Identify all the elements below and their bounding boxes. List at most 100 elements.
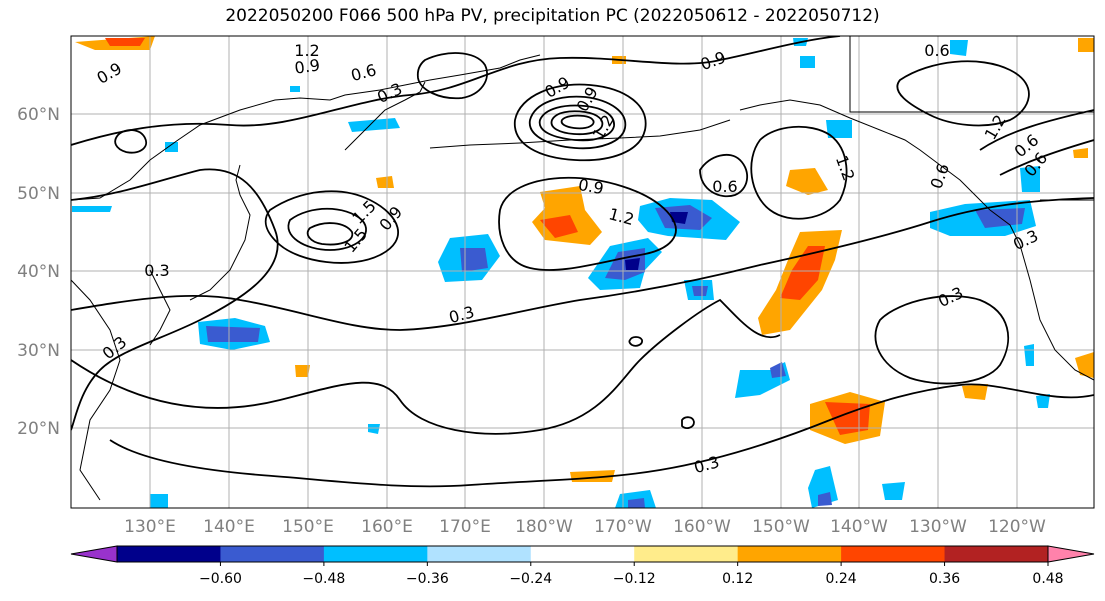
alaska-coastline bbox=[739, 99, 991, 211]
pv-contour-line bbox=[681, 416, 695, 429]
precip-negative-patch bbox=[165, 142, 178, 152]
longitude-label: 130°W bbox=[909, 517, 967, 537]
longitude-label: 120°W bbox=[988, 517, 1046, 537]
contour-label: 0.9 bbox=[577, 175, 605, 198]
precip-negative-patch bbox=[882, 482, 905, 500]
precipitation-shading bbox=[72, 36, 1094, 508]
longitude-labels: 130°E 140°E 150°E 160°E 170°E 180°W 170°W 160°W… bbox=[124, 517, 1046, 537]
colorbar-segment bbox=[427, 546, 532, 562]
colorbar-segment bbox=[117, 546, 221, 562]
pv-contour-line bbox=[979, 109, 1094, 151]
precip-positive-patch bbox=[786, 168, 828, 195]
precip-positive-patch bbox=[962, 384, 988, 400]
asia-coastline bbox=[71, 54, 541, 201]
pv-contour-line bbox=[874, 295, 1009, 385]
longitude-label: 170°E bbox=[439, 517, 491, 537]
precip-negative-patch bbox=[625, 258, 640, 270]
pv-contour-line bbox=[287, 207, 367, 251]
precip-negative-patch bbox=[770, 362, 786, 378]
pv-contour-line bbox=[750, 125, 848, 220]
precip-negative-patch bbox=[460, 248, 488, 272]
precip-negative-patch bbox=[692, 286, 708, 296]
colorbar-tick-label: −0.24 bbox=[509, 571, 552, 587]
colorbar-tick-label: 0.48 bbox=[1032, 571, 1063, 587]
longitude-label: 140°W bbox=[830, 517, 888, 537]
kamchatka-coastline bbox=[344, 81, 426, 151]
precip-positive-patch bbox=[1078, 38, 1094, 52]
precip-negative-patch bbox=[290, 86, 300, 92]
precip-positive-patch bbox=[105, 38, 145, 46]
colorbar-tick-label: 0.36 bbox=[929, 571, 960, 587]
precip-positive-patch bbox=[1075, 352, 1094, 378]
precip-negative-patch bbox=[368, 424, 380, 434]
pv-contours bbox=[71, 36, 1094, 488]
coastlines bbox=[71, 36, 1094, 501]
pv-contour-line bbox=[514, 83, 647, 162]
colorbar bbox=[70, 545, 1095, 566]
latitude-label: 50°N bbox=[17, 184, 60, 204]
longitude-label: 140°E bbox=[203, 517, 255, 537]
map-frame bbox=[70, 35, 1095, 509]
map-panel: 1.20.9 0.60.30.91.20.9 0.60.91.20.61.20.60… bbox=[70, 35, 1095, 509]
longitude-label: 150°W bbox=[752, 517, 810, 537]
canada-border bbox=[849, 36, 1094, 113]
pv-contour-line bbox=[109, 383, 1094, 488]
precip-negative-patch bbox=[818, 492, 832, 506]
colorbar-tick-label: 0.12 bbox=[722, 571, 753, 587]
contour-label: 0.6 bbox=[712, 177, 737, 196]
contour-label: 0.9 bbox=[293, 55, 321, 77]
colorbar-tick-label: −0.36 bbox=[406, 571, 449, 587]
pv-contour-line bbox=[71, 197, 1094, 331]
korea-coastline bbox=[149, 269, 171, 346]
pv-contour-line bbox=[550, 110, 604, 136]
pv-contour-line bbox=[538, 104, 615, 142]
graticule bbox=[71, 36, 1094, 508]
latitude-label: 20°N bbox=[17, 419, 60, 439]
colorbar-segment bbox=[841, 546, 946, 562]
longitude-label: 160°E bbox=[361, 517, 413, 537]
contour-label: 0.3 bbox=[144, 261, 169, 280]
pv-contour-line bbox=[896, 60, 1030, 127]
colorbar-tick-label: −0.12 bbox=[613, 571, 656, 587]
precip-negative-patch bbox=[206, 326, 260, 342]
precip-negative-patch bbox=[950, 40, 968, 56]
colorbar-tick-labels: −0.60 −0.48 −0.36 −0.24 −0.12 0.12 0.24 0.36 0.4… bbox=[199, 571, 1064, 587]
precip-negative-patch bbox=[1036, 394, 1050, 408]
colorbar-segment bbox=[944, 546, 1049, 562]
colorbar-segment bbox=[323, 546, 428, 562]
latitude-label: 30°N bbox=[17, 341, 60, 361]
pv-contour-line bbox=[71, 36, 841, 146]
precip-negative-patch bbox=[800, 56, 815, 68]
precip-positive-patch bbox=[540, 215, 578, 238]
pv-contour-line bbox=[999, 139, 1094, 176]
pv-contour-line bbox=[114, 129, 148, 154]
colorbar-extend-high bbox=[1047, 545, 1095, 563]
pv-contour-line bbox=[264, 190, 399, 264]
north-america-coastline bbox=[989, 209, 1094, 381]
precip-negative-patch bbox=[615, 490, 656, 508]
colorbar-tick-label: 0.24 bbox=[826, 571, 857, 587]
latitude-label: 60°N bbox=[17, 105, 60, 125]
longitude-label: 170°W bbox=[594, 517, 652, 537]
colorbar-segment bbox=[634, 546, 739, 562]
colorbar-segment bbox=[530, 546, 635, 562]
map-title: 2022050200 F066 500 hPa PV, precipitatio… bbox=[225, 6, 880, 26]
precip-positive-patch bbox=[376, 176, 394, 188]
pv-contour-line bbox=[529, 95, 627, 150]
colorbar-segment bbox=[737, 546, 842, 562]
longitude-label: 180°W bbox=[515, 517, 573, 537]
precip-positive-patch bbox=[780, 246, 825, 300]
precip-negative-patch bbox=[826, 120, 852, 138]
precip-negative-patch bbox=[150, 494, 168, 508]
pv-contour-line bbox=[560, 114, 595, 130]
longitude-label: 130°E bbox=[124, 517, 176, 537]
latitude-labels: 20°N 30°N 40°N 50°N 60°N bbox=[17, 105, 60, 439]
colorbar-tick-label: −0.48 bbox=[302, 571, 345, 587]
colorbar-extend-low bbox=[70, 545, 118, 563]
precip-positive-patch bbox=[1073, 148, 1088, 158]
colorbar-tick-label: −0.60 bbox=[199, 571, 242, 587]
japan-coastline bbox=[189, 164, 251, 301]
pv-contour-line bbox=[306, 222, 354, 246]
longitude-label: 160°W bbox=[673, 517, 731, 537]
